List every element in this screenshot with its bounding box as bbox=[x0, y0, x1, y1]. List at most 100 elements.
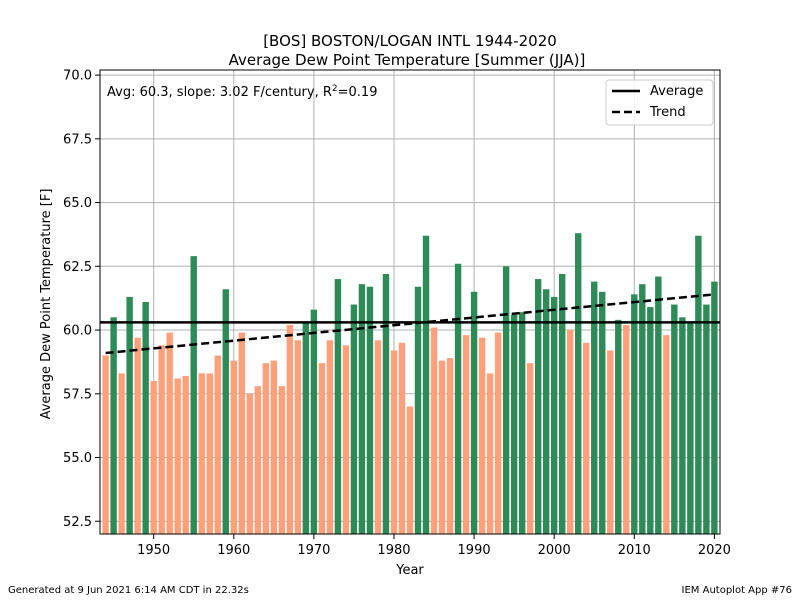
bar bbox=[214, 355, 221, 534]
bar bbox=[663, 335, 670, 534]
bar bbox=[494, 332, 502, 534]
chart-subtitle: Average Dew Point Temperature [Summer (J… bbox=[229, 51, 586, 69]
bar bbox=[478, 337, 486, 534]
stats-annotation: Avg: 60.3, slope: 3.02 F/century, R2=0.1… bbox=[107, 84, 377, 100]
stats-text: Avg: 60.3, slope: 3.02 F/century, R bbox=[107, 85, 332, 100]
bar bbox=[222, 289, 229, 534]
bar bbox=[254, 386, 262, 534]
bar bbox=[414, 286, 422, 534]
x-tick-label: 1950 bbox=[137, 543, 170, 558]
bar bbox=[142, 302, 149, 534]
y-tick-label: 57.5 bbox=[63, 387, 92, 402]
bar bbox=[238, 332, 245, 534]
bar bbox=[366, 286, 374, 534]
bar bbox=[430, 327, 438, 534]
bar bbox=[679, 317, 686, 534]
bar bbox=[567, 330, 574, 534]
bar bbox=[286, 324, 294, 534]
bars-layer bbox=[102, 233, 718, 534]
bar bbox=[166, 332, 173, 534]
legend-trend-label: Trend bbox=[649, 105, 686, 120]
bar bbox=[518, 312, 526, 534]
bar bbox=[398, 342, 406, 534]
x-tick-label: 2000 bbox=[538, 543, 571, 558]
x-tick-label: 1970 bbox=[297, 543, 330, 558]
bar bbox=[631, 294, 638, 534]
y-tick-label: 67.5 bbox=[63, 132, 92, 147]
x-tick-label: 2010 bbox=[618, 543, 651, 558]
bar bbox=[695, 235, 702, 534]
bar bbox=[526, 363, 534, 534]
bar bbox=[374, 340, 382, 534]
y-tick-label: 55.0 bbox=[63, 451, 92, 466]
bar bbox=[190, 256, 197, 534]
bar bbox=[310, 309, 318, 534]
bar bbox=[534, 279, 542, 534]
bar bbox=[470, 291, 478, 534]
x-tick-label: 1980 bbox=[377, 543, 410, 558]
bar bbox=[462, 335, 470, 534]
footer-generated-text: Generated at 9 Jun 2021 6:14 AM CDT in 2… bbox=[8, 585, 249, 596]
bar bbox=[558, 273, 566, 534]
x-axis-label: Year bbox=[395, 563, 424, 578]
bar bbox=[350, 304, 358, 534]
bar bbox=[687, 322, 694, 534]
axis-layer: 1950 1960 1970 1980 1990 2000 2010 2020 52.5 55.0… bbox=[63, 69, 731, 558]
bar bbox=[182, 375, 189, 534]
bar bbox=[671, 304, 678, 534]
y-tick-label: 70.0 bbox=[63, 69, 92, 84]
bar bbox=[550, 296, 558, 534]
bar bbox=[510, 314, 518, 534]
bar bbox=[639, 284, 646, 534]
legend-average-label: Average bbox=[650, 84, 703, 99]
bar bbox=[246, 393, 253, 534]
bar bbox=[326, 340, 334, 534]
bar bbox=[486, 373, 494, 534]
bar bbox=[607, 350, 614, 534]
bar bbox=[302, 322, 310, 534]
bar bbox=[334, 279, 342, 534]
bar bbox=[575, 233, 582, 534]
bar bbox=[542, 289, 550, 534]
bar bbox=[294, 340, 302, 534]
bar bbox=[270, 360, 278, 534]
bar bbox=[358, 284, 366, 534]
bar bbox=[422, 235, 430, 534]
bar bbox=[454, 263, 462, 534]
trend-line bbox=[105, 293, 715, 355]
bar bbox=[406, 406, 414, 534]
bar bbox=[230, 360, 237, 534]
bar bbox=[318, 363, 326, 534]
bar bbox=[126, 296, 133, 534]
x-tick-label: 1990 bbox=[458, 543, 491, 558]
lines-layer bbox=[100, 293, 720, 355]
bar bbox=[278, 386, 286, 534]
bar bbox=[655, 276, 662, 534]
y-tick-label: 65.0 bbox=[63, 196, 92, 211]
bar bbox=[102, 355, 109, 534]
bar bbox=[438, 360, 446, 534]
bar bbox=[118, 373, 125, 534]
bar bbox=[110, 317, 117, 534]
bar bbox=[158, 345, 165, 534]
y-tick-label: 62.5 bbox=[63, 260, 92, 275]
stats-sup: 2 bbox=[332, 84, 338, 94]
bar bbox=[583, 342, 590, 534]
y-tick-label: 60.0 bbox=[63, 324, 92, 339]
bar bbox=[390, 350, 398, 534]
bar bbox=[198, 373, 205, 534]
stats-tail: =0.19 bbox=[338, 85, 378, 100]
bar bbox=[623, 324, 630, 534]
bar bbox=[446, 358, 454, 534]
y-tick-label: 52.5 bbox=[63, 515, 92, 530]
bar bbox=[262, 363, 270, 534]
bar bbox=[591, 281, 598, 534]
bar bbox=[711, 281, 718, 534]
bar bbox=[615, 319, 622, 534]
plot-frame bbox=[99, 69, 721, 535]
y-axis-label: Average Dew Point Temperature [F] bbox=[39, 189, 54, 420]
x-tick-label: 1960 bbox=[217, 543, 250, 558]
bar bbox=[206, 373, 213, 534]
chart-title: [BOS] BOSTON/LOGAN INTL 1944-2020 bbox=[263, 32, 557, 50]
